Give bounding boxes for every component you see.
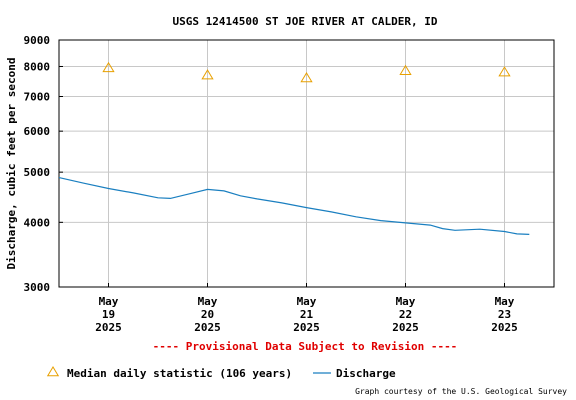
median-marker [399,64,412,75]
x-tick-label: May 22 2025 [392,295,419,334]
x-tick-label-line: 2025 [491,321,518,334]
y-tick-label: 9000 [24,34,51,47]
grid-lines [59,40,554,287]
x-tick-label-line: May [99,295,119,308]
series-layer [58,61,530,235]
x-tick-label-line: May [297,295,317,308]
y-tick-label: 3000 [24,281,51,294]
chart-title: USGS 12414500 ST JOE RIVER AT CALDER, ID [173,15,438,28]
x-tick-label: May 23 2025 [491,295,518,334]
y-tick-label: 7000 [24,91,51,104]
x-tick-label-line: 2025 [293,321,320,334]
y-tick-label: 8000 [24,60,51,73]
legend: Median daily statistic (106 years) Discha… [46,366,396,380]
y-axis-ticks: 3000 4000 5000 6000 7000 8000 9000 [24,34,63,294]
x-tick-label-line: May [198,295,218,308]
x-tick-label-line: May [495,295,515,308]
median-marker [300,72,313,83]
x-tick-label-line: 20 [201,308,214,321]
provisional-annotation: ---- Provisional Data Subject to Revisio… [153,340,458,353]
legend-median-label: Median daily statistic (106 years) [67,367,292,380]
x-tick-label-line: May [396,295,416,308]
x-tick-label-line: 2025 [95,321,122,334]
x-tick-label-line: 23 [498,308,511,321]
x-tick-label: May 20 2025 [194,295,221,334]
credit-text: Graph courtesy of the U.S. Geological Su… [355,387,567,396]
x-tick-label-line: 22 [399,308,412,321]
y-tick-label: 6000 [24,125,51,138]
legend-discharge-label: Discharge [336,367,396,380]
x-tick-label-line: 19 [102,308,115,321]
median-marker [201,69,214,80]
median-marker [102,61,115,73]
legend-median-marker [46,366,60,377]
x-tick-label: May 19 2025 [95,295,122,334]
discharge-line [58,177,530,235]
x-tick-label-line: 2025 [392,321,419,334]
x-tick-label-line: 21 [300,308,314,321]
y-tick-label: 5000 [24,166,51,179]
y-tick-label: 4000 [24,216,51,229]
y-axis-label: Discharge, cubic feet per second [5,58,18,270]
x-tick-label: May 21 2025 [293,295,320,334]
x-tick-label-line: 2025 [194,321,221,334]
median-marker [498,66,511,77]
